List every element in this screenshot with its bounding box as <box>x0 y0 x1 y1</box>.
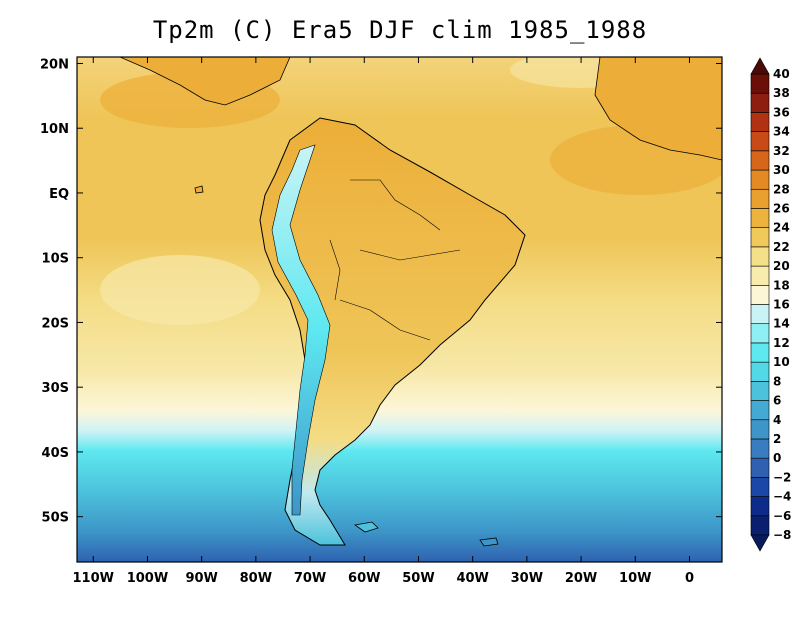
y-tick-label: 40S <box>42 446 69 461</box>
colorbar-under-triangle <box>750 534 770 552</box>
south-georgia-island <box>479 537 499 547</box>
y-axis: 20N 10N EQ 10S 20S 30S 40S 50S <box>40 57 722 526</box>
colorbar-swatch <box>750 246 770 267</box>
x-tick-label: 60W <box>348 571 380 586</box>
x-tick-label: 70W <box>294 571 326 586</box>
colorbar-label: 20 <box>773 259 790 273</box>
y-tick-label: EQ <box>49 187 69 202</box>
colorbar-swatch <box>750 419 770 440</box>
x-tick-label: 20W <box>565 571 597 586</box>
colorbar-label: 6 <box>773 394 781 408</box>
colorbar-swatch <box>750 477 770 497</box>
colorbar-label: −4 <box>773 490 791 504</box>
colorbar-label: 12 <box>773 336 790 350</box>
colorbar-label: 40 <box>773 67 790 81</box>
x-tick-label: 80W <box>240 571 272 586</box>
colorbar-swatch <box>750 438 770 459</box>
y-tick-label: 20N <box>40 57 69 72</box>
colorbar-label: 24 <box>773 221 790 235</box>
colorbar-swatch <box>750 304 770 325</box>
galapagos-islands <box>194 185 204 194</box>
y-tick-label: 20S <box>42 316 69 331</box>
y-tick-label: 10S <box>42 252 69 267</box>
colorbar-label: 18 <box>773 278 790 292</box>
colorbar-label: 26 <box>773 201 790 215</box>
colorbar-swatch <box>750 381 770 401</box>
x-tick-label: 40W <box>456 571 488 586</box>
plot-frame <box>76 56 723 563</box>
colorbar-label: 28 <box>773 182 790 196</box>
colorbar-swatch <box>750 227 770 248</box>
colorbar-swatch <box>750 150 770 171</box>
colorbar-swatch <box>750 457 770 478</box>
colorbar-label: 22 <box>773 240 790 254</box>
x-tick-label: 30W <box>511 571 543 586</box>
colorbar-label: 4 <box>773 413 781 427</box>
colorbar-label: −8 <box>773 528 791 542</box>
colorbar-swatch <box>750 342 770 363</box>
colorbar-label: −6 <box>773 509 791 523</box>
colorbar-label: 38 <box>773 86 790 100</box>
colorbar-label: −2 <box>773 470 791 484</box>
colorbar-swatch <box>750 112 770 132</box>
x-tick-label: 10W <box>619 571 651 586</box>
y-tick-label: 10N <box>40 122 69 137</box>
colorbar-swatch <box>750 361 770 382</box>
colorbar-swatch <box>750 73 770 94</box>
south-america-land <box>259 117 526 546</box>
colorbar-over-triangle <box>750 57 770 75</box>
andes-range <box>271 144 331 516</box>
colorbar-swatch <box>750 515 770 536</box>
x-tick-label: 90W <box>185 571 217 586</box>
colorbar-swatch <box>750 92 770 113</box>
colorbar-label: 10 <box>773 355 790 369</box>
colorbar-swatch <box>750 400 770 421</box>
x-axis: 110W 100W 90W 80W 70W 60W 50W 40W 30W 20W 10W 0 <box>73 57 694 586</box>
africa-land <box>594 57 722 161</box>
colorbar-label: 30 <box>773 163 790 177</box>
colorbar-label: 36 <box>773 105 790 119</box>
cool-anomaly-pacific <box>100 255 260 325</box>
x-tick-label: 0 <box>685 571 694 586</box>
colorbar-swatch <box>750 284 770 305</box>
colorbar-swatch <box>750 323 770 344</box>
colorbar-swatch <box>750 188 770 209</box>
colorbar-swatch <box>750 208 770 228</box>
chart-title: Tp2m (C) Era5 DJF clim 1985_1988 <box>152 16 648 44</box>
colorbar-label: 32 <box>773 144 790 158</box>
central-america-land <box>119 57 291 106</box>
colorbar-swatch <box>750 169 770 190</box>
colorbar: −8−6−4−202468101214161820222426283032343… <box>750 57 791 552</box>
colorbar-swatch <box>750 131 770 152</box>
colorbar-swatch <box>750 496 770 517</box>
x-tick-label: 110W <box>73 571 114 586</box>
country-borders <box>329 179 461 341</box>
colorbar-swatch <box>750 265 770 286</box>
colorbar-label: 34 <box>773 125 790 139</box>
colorbar-label: 16 <box>773 298 790 312</box>
y-tick-label: 50S <box>42 511 69 526</box>
y-tick-label: 30S <box>42 381 69 396</box>
colorbar-label: 8 <box>773 374 781 388</box>
colorbar-label: 14 <box>773 317 790 331</box>
falkland-islands <box>353 521 379 533</box>
colorbar-label: 0 <box>773 451 781 465</box>
x-tick-label: 50W <box>402 571 434 586</box>
colorbar-label: 2 <box>773 432 781 446</box>
x-tick-label: 100W <box>127 571 168 586</box>
